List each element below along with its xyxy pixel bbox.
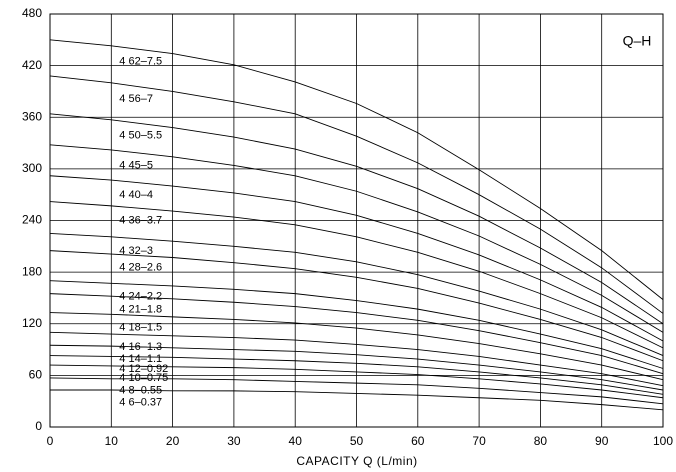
y-tick-label: 300 <box>22 161 42 175</box>
curve-label: 4 6–0.37 <box>119 396 162 408</box>
curve <box>49 144 664 333</box>
curve <box>49 293 664 375</box>
x-tick-label: 100 <box>653 434 673 448</box>
curve <box>50 389 664 411</box>
x-tick-label: 40 <box>289 434 303 448</box>
plot-frame <box>49 13 664 428</box>
curve-label: 4 50–5.5 <box>119 130 162 142</box>
y-tick-label: 480 <box>22 6 42 20</box>
curve <box>49 232 664 356</box>
curve-label: 4 32–3 <box>119 245 153 257</box>
x-tick-label: 20 <box>166 434 180 448</box>
curve <box>49 355 664 395</box>
curve-label: 4 36–3.7 <box>119 214 162 226</box>
curve-label: 4 18–1.5 <box>119 321 162 333</box>
y-tick-label: 180 <box>22 264 42 278</box>
y-tick-label: 240 <box>22 213 42 227</box>
curve <box>49 377 664 405</box>
x-tick-label: 50 <box>350 434 364 448</box>
curve <box>49 331 664 387</box>
x-axis-title: CAPACITY Q (L/min) <box>296 454 417 468</box>
chart-tag: Q–H <box>623 33 652 49</box>
curve <box>49 312 664 381</box>
y-tick-label: 120 <box>22 316 42 330</box>
curve-label: 4 45–5 <box>119 159 153 171</box>
curve <box>49 113 664 325</box>
x-tick-label: 90 <box>595 434 609 448</box>
y-tick-label: 420 <box>22 58 42 72</box>
curve <box>49 250 664 362</box>
x-tick-label: 30 <box>227 434 241 448</box>
x-tick-label: 10 <box>105 434 119 448</box>
curve-label: 4 56–7 <box>119 93 153 105</box>
curve <box>49 280 664 369</box>
y-tick-label: 60 <box>29 368 43 382</box>
curve-label: 4 21–1.8 <box>119 303 162 315</box>
curve <box>49 75 664 314</box>
curve <box>49 175 664 342</box>
x-tick-label: 70 <box>472 434 486 448</box>
curve-label: 4 40–4 <box>119 189 153 201</box>
curve-label: 4 62–7.5 <box>119 56 162 68</box>
curve <box>49 39 664 301</box>
curve-label: 4 24–2.2 <box>119 291 162 303</box>
curve <box>49 364 664 399</box>
y-tick-label: 0 <box>35 419 42 433</box>
curve <box>49 344 664 391</box>
x-tick-label: 80 <box>534 434 548 448</box>
curve-label: 4 10–0.75 <box>119 372 168 384</box>
curve <box>49 201 664 349</box>
x-tick-label: 60 <box>411 434 425 448</box>
curve-label: 4 14–1.1 <box>119 353 162 365</box>
y-tick-label: 360 <box>22 109 42 123</box>
x-tick-label: 0 <box>47 434 54 448</box>
curve-label: 4 28–2.6 <box>119 262 162 274</box>
